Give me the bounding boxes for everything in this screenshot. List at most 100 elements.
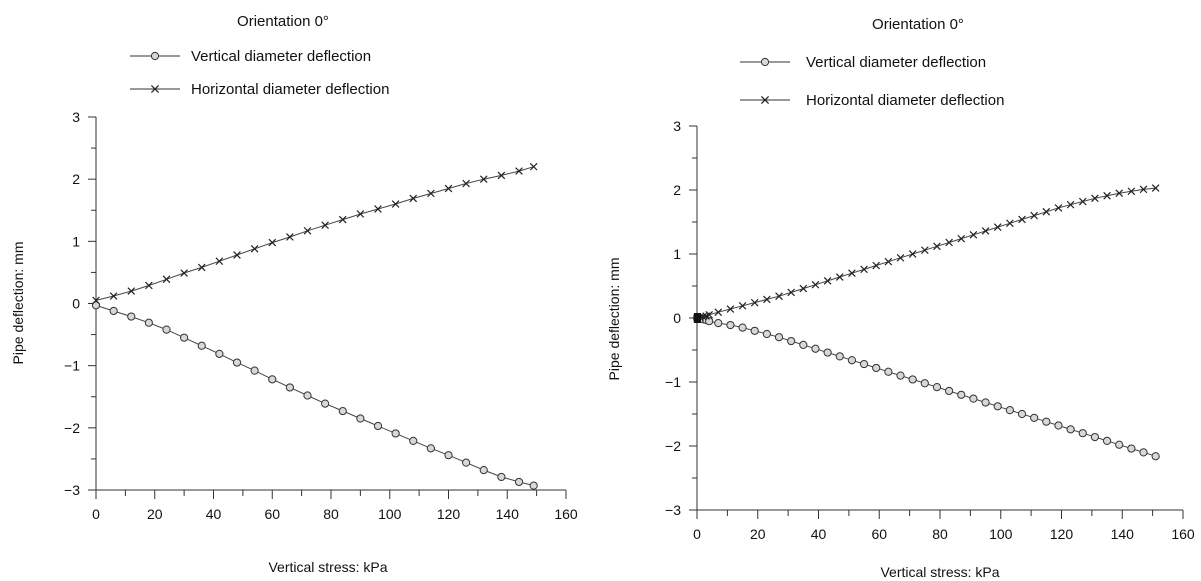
data-point-circle — [945, 386, 954, 396]
legend-horizontal-x-marker — [150, 84, 160, 94]
x-tick-label: 160 — [554, 506, 578, 522]
data-point-circle — [1017, 409, 1027, 419]
legend-vertical-entry: Vertical diameter deflection — [130, 48, 371, 65]
data-point-circle — [514, 477, 524, 487]
data-point-circle — [321, 399, 330, 408]
x-tick-label: 80 — [323, 506, 339, 522]
chart-left-ylabel: Pipe deflection: mm — [10, 242, 26, 365]
y-tick-label: −1 — [64, 358, 80, 374]
data-point-circle — [1066, 425, 1075, 434]
x-tick-label: 120 — [1050, 526, 1074, 542]
chart-right-legend: Vertical diameter deflection Horizontal … — [740, 54, 1004, 109]
data-point-circle — [908, 375, 917, 384]
data-point-circle — [1054, 421, 1063, 430]
data-point-circle — [762, 329, 771, 339]
data-point-circle — [144, 318, 153, 327]
x-tick-label: 0 — [693, 526, 701, 542]
data-point-x — [787, 288, 795, 297]
legend-horizontal-entry: Horizontal diameter deflection — [740, 92, 1004, 109]
data-point-x — [705, 310, 713, 319]
data-point-circle — [529, 481, 538, 490]
chart-left-y-axis: −3 −2 −1 0 1 2 3 — [64, 109, 97, 498]
data-point-x — [427, 189, 435, 198]
data-point-x — [726, 305, 735, 313]
data-point-x — [391, 200, 400, 208]
data-point-x — [945, 238, 953, 247]
x-tick-label: 80 — [932, 526, 948, 542]
chart-right-y-axis: −3 −2 −1 0 1 2 3 — [665, 118, 698, 518]
data-point-x — [750, 298, 759, 307]
x-tick-label: 120 — [437, 506, 461, 522]
data-point-x — [1066, 200, 1075, 209]
data-point-circle — [872, 363, 881, 373]
x-tick-label: 140 — [1111, 526, 1135, 542]
y-tick-label: −2 — [64, 420, 80, 436]
legend-horizontal-entry: Horizontal diameter deflection — [130, 81, 389, 98]
data-point-circle — [1102, 436, 1112, 445]
y-tick-label: −3 — [64, 482, 80, 498]
data-point-x — [933, 242, 941, 251]
y-tick-label: 3 — [72, 109, 80, 125]
data-point-x — [497, 171, 506, 180]
data-point-circle — [957, 390, 966, 399]
data-point-circle — [497, 472, 506, 482]
data-point-x — [127, 287, 136, 295]
y-tick-label: 0 — [72, 296, 80, 312]
data-point-circle — [774, 333, 784, 342]
data-point-circle — [232, 358, 242, 367]
data-point-x — [1006, 219, 1014, 228]
data-point-circle — [409, 436, 418, 445]
y-tick-label: 2 — [72, 171, 80, 187]
data-point-circle — [1115, 440, 1124, 449]
data-point-x — [409, 194, 418, 203]
x-tick-label: 20 — [750, 526, 766, 542]
data-point-x — [1115, 189, 1124, 198]
data-point-circle — [835, 352, 844, 361]
data-point-circle — [215, 349, 224, 358]
chart-left: Orientation 0° Vertical diameter deflect… — [10, 13, 578, 575]
data-point-x — [969, 230, 978, 239]
data-point-x — [763, 295, 771, 304]
data-point-circle — [726, 320, 735, 330]
chart-left-plot: −3 −2 −1 0 1 2 3 0 20 40 60 80 100 120 140 160 — [64, 109, 578, 522]
chart-right-series-horizontal — [693, 184, 1160, 323]
data-point-circle — [197, 341, 206, 350]
data-point-circle — [1078, 429, 1087, 438]
data-point-circle — [847, 356, 857, 365]
data-point-circle — [373, 421, 383, 431]
x-tick-label: 160 — [1171, 526, 1195, 542]
x-tick-label: 20 — [147, 506, 163, 522]
legend-vertical-circle-marker — [760, 57, 770, 67]
data-point-x — [356, 210, 365, 218]
data-point-x — [92, 296, 100, 305]
legend-vertical-label: Vertical diameter deflection — [806, 54, 986, 71]
data-point-x — [896, 254, 905, 262]
data-point-x — [738, 302, 747, 310]
data-point-circle — [250, 366, 259, 375]
data-point-x — [1042, 207, 1051, 216]
data-point-circle — [1030, 413, 1039, 422]
data-point-x — [286, 233, 294, 241]
data-point-circle — [127, 312, 136, 321]
chart-right-x-axis: 0 20 40 60 80 100 120 140 160 — [693, 509, 1195, 542]
data-point-circle — [859, 359, 869, 369]
data-point-circle — [391, 429, 400, 438]
data-point-circle — [932, 383, 942, 392]
data-point-x — [462, 179, 470, 188]
chart-left-series-vertical — [91, 301, 538, 490]
chart-left-series-horizontal — [92, 162, 538, 305]
data-point-x — [848, 269, 856, 278]
data-point-x — [109, 292, 118, 300]
legend-vertical-entry: Vertical diameter deflection — [740, 54, 986, 71]
y-tick-label: 1 — [673, 246, 681, 262]
data-point-x — [860, 265, 868, 274]
data-point-x — [993, 223, 1002, 231]
data-point-circle — [479, 466, 488, 475]
data-point-circle — [109, 306, 118, 316]
data-point-x — [775, 292, 783, 301]
data-point-circle — [285, 383, 294, 392]
x-tick-label: 100 — [378, 506, 402, 522]
data-point-x — [1054, 204, 1063, 212]
data-point-circle — [896, 371, 905, 380]
